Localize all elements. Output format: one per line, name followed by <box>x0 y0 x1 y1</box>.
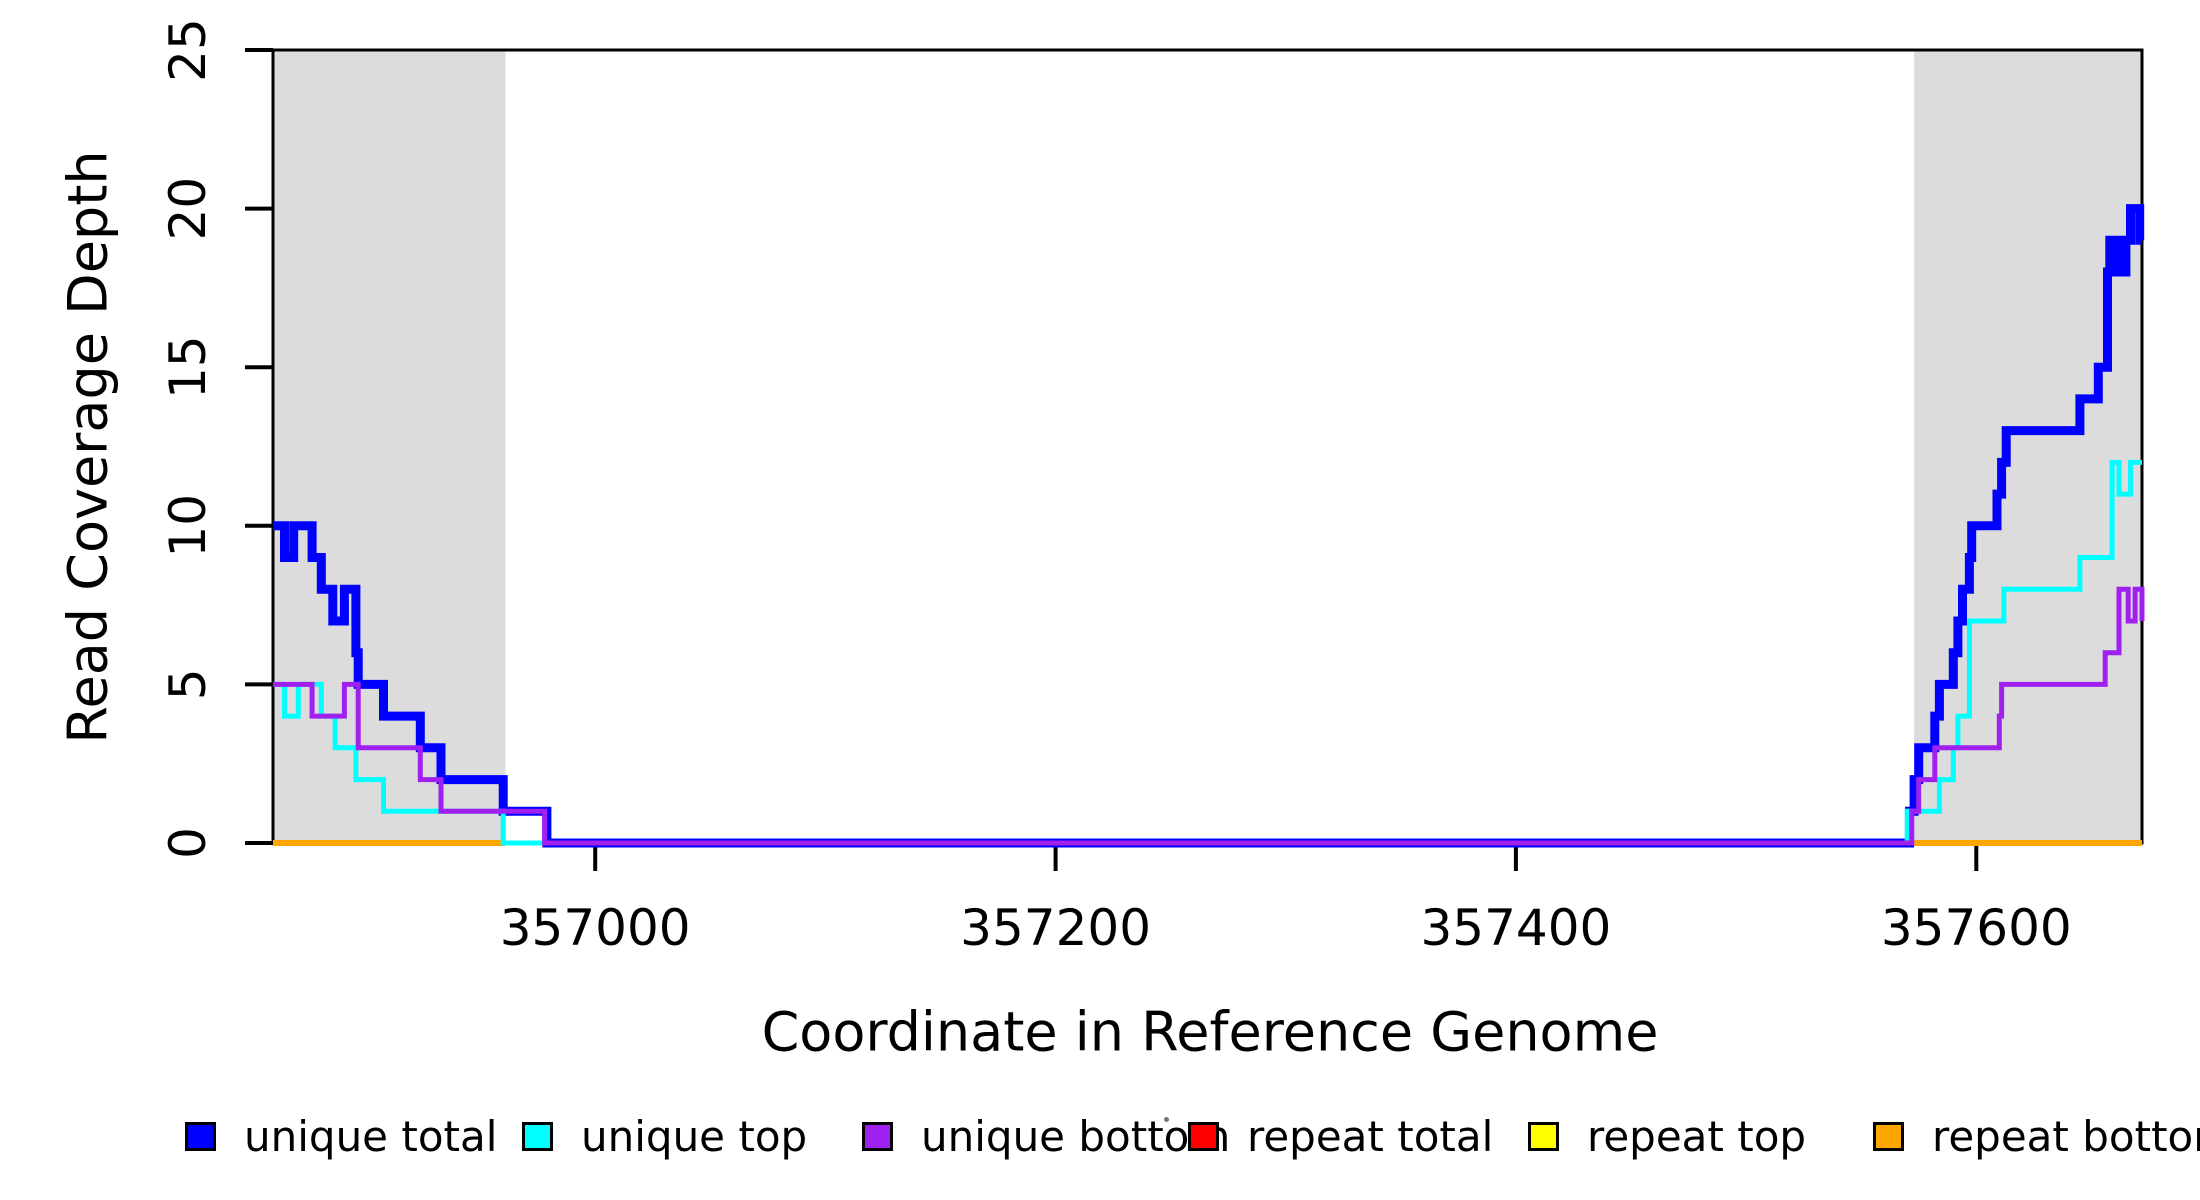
x-tick-label: 357400 <box>1420 899 1611 957</box>
y-tick-label: 10 <box>159 494 217 558</box>
y-tick-label: 0 <box>159 827 217 859</box>
y-axis-title: Read Coverage Depth <box>56 150 120 744</box>
series-line-unique-bottom <box>273 586 2145 846</box>
stray-dot-artifact <box>1164 1117 1169 1122</box>
y-tick-label: 20 <box>159 177 217 241</box>
y-tick-label: 5 <box>159 668 217 700</box>
y-tick-label: 15 <box>159 335 217 399</box>
series-line-unique-top <box>273 459 2142 846</box>
x-tick-label: 357600 <box>1881 899 2072 957</box>
x-tick-label: 357200 <box>960 899 1151 957</box>
series-line-unique-total <box>273 204 2145 848</box>
plot-border <box>271 48 2144 845</box>
repeat-region-left-shading <box>273 50 506 843</box>
x-tick-label: 357000 <box>500 899 691 957</box>
x-axis-title: Coordinate in Reference Genome <box>761 1000 1659 1064</box>
repeat-region-right-shading <box>1914 50 2142 843</box>
y-tick-label: 25 <box>159 18 217 82</box>
